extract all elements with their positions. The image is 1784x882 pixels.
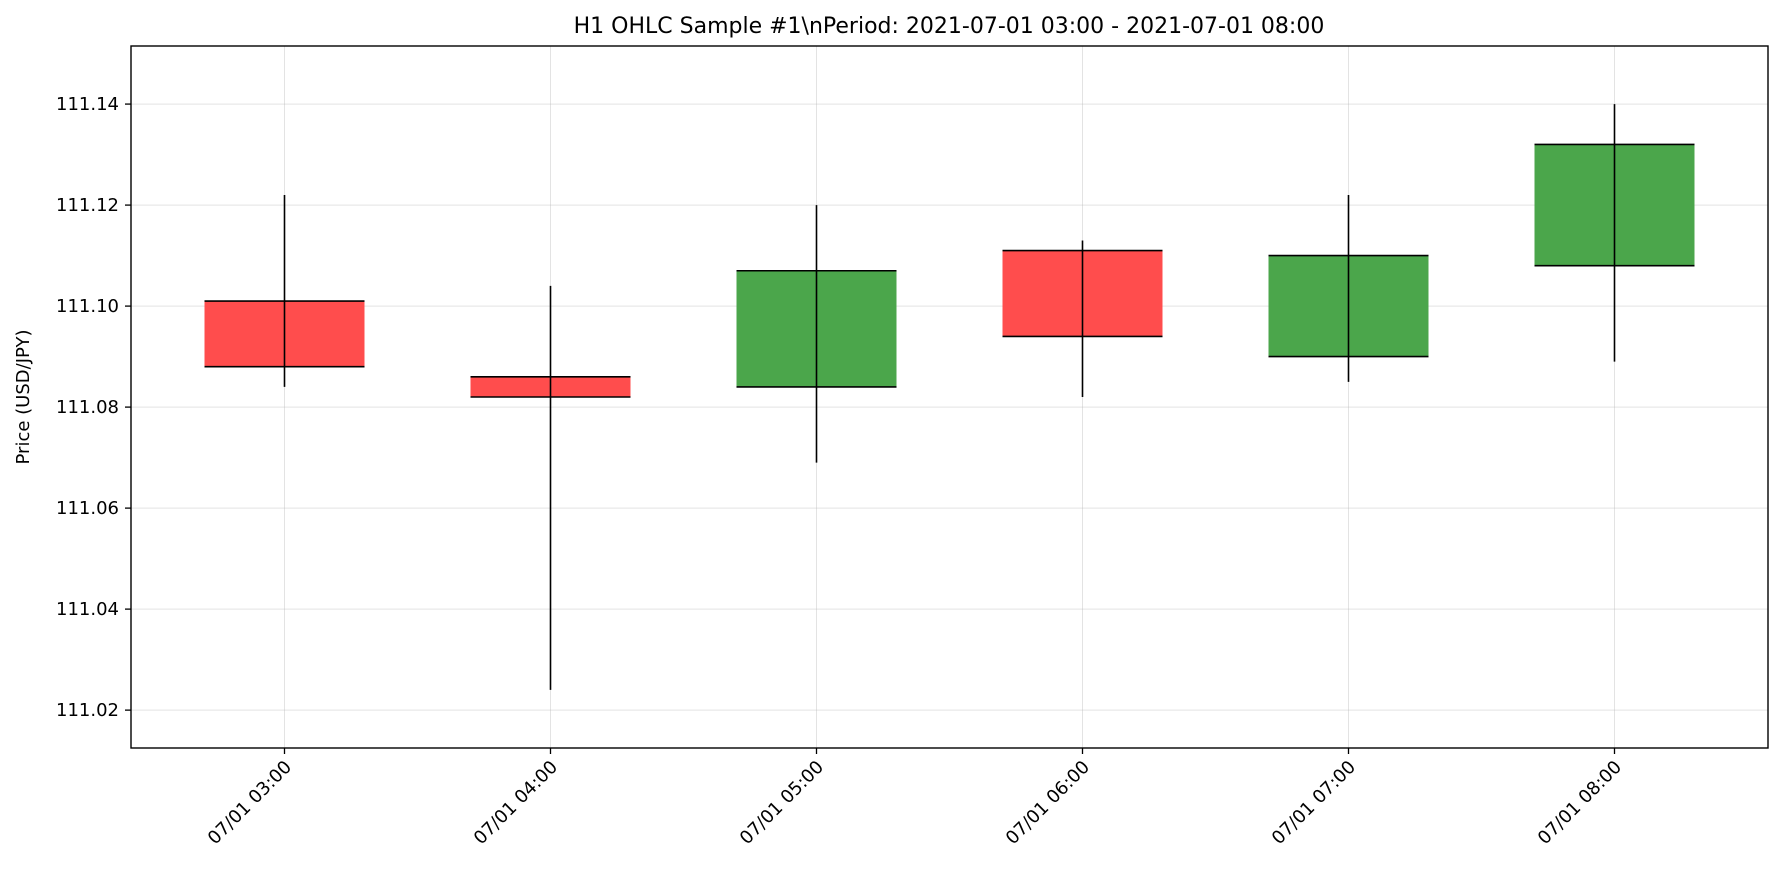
- candle-up: [1268, 194, 1429, 382]
- y-tick-label: 111.02: [56, 700, 119, 721]
- candle-down: [204, 194, 365, 387]
- x-tick-label: 07/01 07:00: [1268, 757, 1360, 849]
- chart-title: H1 OHLC Sample #1\nPeriod: 2021-07-01 03…: [574, 14, 1325, 39]
- x-axis: 07/01 03:00 07/01 04:00 07/01 05:00 07/01 0…: [204, 748, 1626, 849]
- candle-down: [470, 285, 631, 690]
- y-tick-label: 111.10: [56, 296, 119, 317]
- grid: [131, 46, 1768, 748]
- candles: [204, 104, 1695, 690]
- candle-down: [1002, 240, 1163, 397]
- candle-up: [736, 205, 897, 463]
- plot-frame: [130, 45, 1769, 749]
- x-tick-label: 07/01 08:00: [1534, 757, 1626, 849]
- x-tick-label: 07/01 06:00: [1002, 757, 1094, 849]
- candle-up: [1534, 104, 1695, 362]
- x-tick-label: 07/01 03:00: [204, 757, 296, 849]
- y-tick-label: 111.06: [56, 498, 119, 519]
- y-tick-label: 111.04: [56, 599, 119, 620]
- y-tick-label: 111.08: [56, 397, 119, 418]
- x-tick-label: 07/01 04:00: [470, 757, 562, 849]
- y-tick-label: 111.12: [56, 195, 119, 216]
- y-axis: 111.02 111.04 111.06 111.08 111.10 111.12 111.…: [56, 94, 131, 721]
- y-tick-label: 111.14: [56, 94, 119, 115]
- y-axis-label: Price (USD/JPY): [13, 330, 34, 465]
- x-tick-label: 07/01 05:00: [736, 757, 828, 849]
